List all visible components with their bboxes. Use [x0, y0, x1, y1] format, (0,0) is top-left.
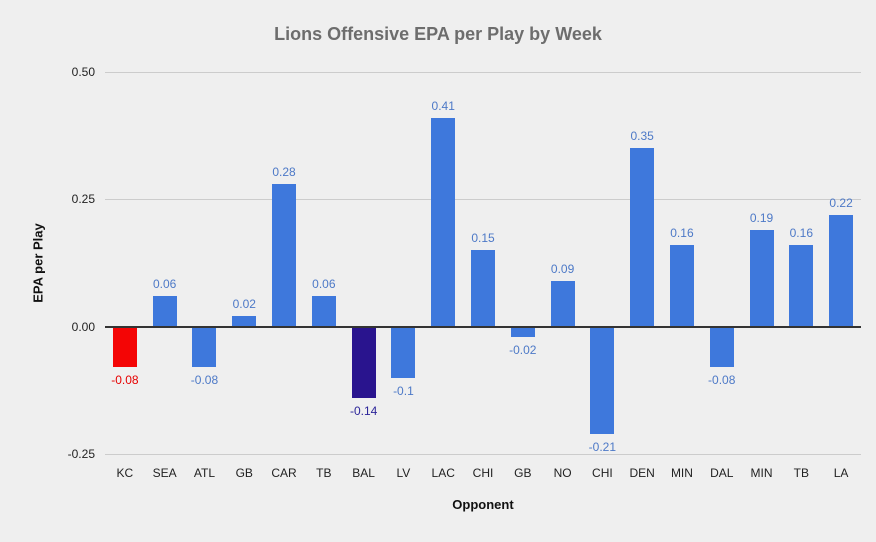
- bar-la-18[interactable]: [829, 214, 854, 327]
- gridline: [105, 454, 861, 455]
- x-tick-label: CAR: [271, 466, 297, 480]
- x-tick-label: MIN: [750, 466, 773, 480]
- value-label: -0.08: [708, 373, 736, 388]
- value-label: -0.21: [588, 439, 617, 454]
- bar-gb-10[interactable]: [510, 326, 535, 337]
- bar-kc-0[interactable]: [112, 326, 137, 368]
- value-label: 0.06: [312, 277, 336, 292]
- bar-tb-5[interactable]: [311, 296, 336, 327]
- value-label: 0.15: [471, 231, 495, 246]
- bar-min-14[interactable]: [669, 245, 694, 327]
- bar-dal-15[interactable]: [709, 326, 734, 368]
- y-tick-label: -0.25: [67, 447, 95, 461]
- bar-tb-17[interactable]: [789, 245, 814, 327]
- value-label: 0.41: [431, 98, 455, 113]
- x-tick-label: KC: [116, 466, 134, 480]
- gridline: [105, 199, 861, 201]
- bar-den-13[interactable]: [630, 148, 655, 327]
- value-label: 0.16: [789, 226, 813, 241]
- y-axis-label: EPA per Play: [30, 223, 46, 303]
- x-axis-label: Opponent: [452, 497, 514, 512]
- x-tick-label: TB: [793, 466, 809, 480]
- value-label: -0.14: [349, 403, 378, 418]
- x-tick-label: NO: [553, 466, 572, 480]
- x-tick-label: CHI: [472, 466, 494, 480]
- bar-lac-8[interactable]: [431, 117, 456, 327]
- value-label: 0.09: [550, 261, 575, 276]
- value-label: 0.06: [152, 277, 177, 292]
- value-label: -0.02: [509, 342, 537, 357]
- x-tick-label: MIN: [670, 466, 693, 480]
- zero-baseline: [105, 325, 861, 328]
- bar-min-16[interactable]: [749, 229, 774, 327]
- x-tick-label: LV: [396, 466, 411, 480]
- bar-sea-1[interactable]: [152, 296, 177, 327]
- y-tick-label: 0.50: [71, 65, 95, 79]
- plot-area: 0.50 0.25 0.00 -0.25 -0.08 KC 0.06 SEA -0.08 ATL 0…: [68, 65, 861, 480]
- value-label: 0.16: [670, 226, 694, 241]
- value-label: -0.1: [393, 383, 414, 398]
- x-tick-label: LAC: [431, 466, 455, 480]
- bar-lv-7[interactable]: [391, 326, 416, 378]
- gridline: [105, 72, 861, 73]
- value-label: -0.08: [111, 373, 139, 388]
- bar-atl-2[interactable]: [192, 326, 217, 368]
- value-label: 0.02: [232, 297, 256, 312]
- y-tick-label: 0.00: [71, 319, 95, 334]
- x-tick-label: LA: [833, 466, 849, 480]
- y-tick-label: 0.25: [71, 192, 95, 207]
- bar-car-4[interactable]: [272, 184, 297, 327]
- value-label: -0.08: [190, 373, 219, 388]
- bar-bal-6[interactable]: [351, 326, 376, 398]
- x-tick-label: TB: [316, 466, 332, 480]
- value-label: 0.35: [630, 129, 654, 144]
- value-label: 0.22: [829, 195, 853, 210]
- x-tick-label: SEA: [152, 466, 177, 480]
- x-tick-label: BAL: [352, 466, 375, 480]
- bar-gb-3[interactable]: [232, 316, 257, 327]
- bar-chi-9[interactable]: [471, 250, 495, 327]
- value-label: 0.28: [272, 165, 296, 180]
- x-tick-label: ATL: [193, 466, 216, 480]
- bar-no-11[interactable]: [550, 280, 575, 327]
- x-tick-label: CHI: [592, 466, 613, 480]
- value-label: 0.19: [749, 210, 774, 225]
- chart-title: Lions Offensive EPA per Play by Week: [274, 24, 602, 44]
- x-tick-label: GB: [514, 466, 532, 480]
- bar-chi-12[interactable]: [590, 326, 615, 434]
- x-tick-label: DEN: [629, 466, 655, 480]
- x-tick-label: DAL: [710, 466, 734, 480]
- x-tick-label: GB: [235, 466, 253, 480]
